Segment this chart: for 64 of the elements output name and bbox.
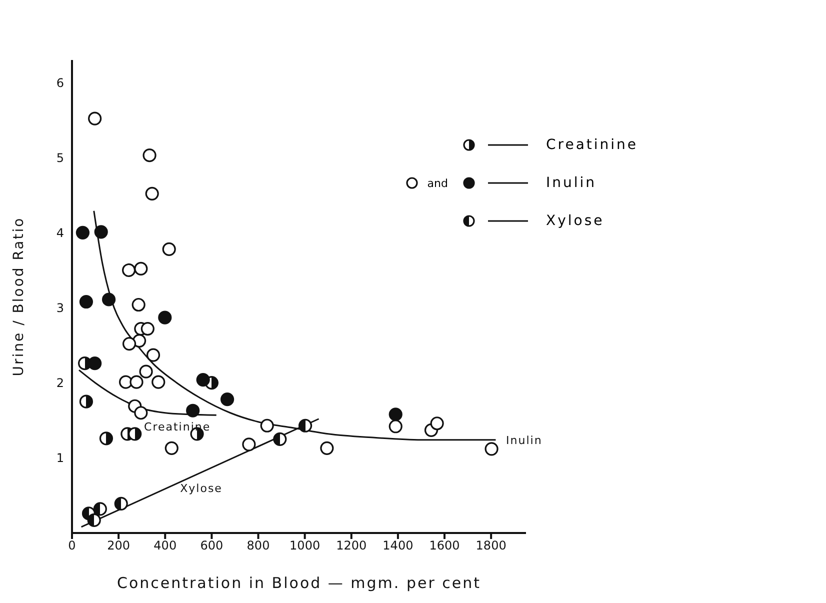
point	[430, 416, 444, 430]
point	[102, 292, 116, 306]
y-tick-label: 4	[56, 226, 64, 240]
point	[152, 375, 166, 389]
x-tick-label: 600	[200, 538, 224, 553]
point	[132, 298, 146, 312]
x-tick-label: 0	[68, 538, 76, 553]
x-tick-label: 200	[107, 538, 130, 553]
point	[320, 441, 334, 455]
x-tick-label: 1600	[429, 538, 460, 553]
annotation: and	[427, 176, 448, 190]
legend-label: Xylose	[545, 213, 606, 229]
point	[88, 112, 102, 126]
point	[134, 262, 148, 276]
point	[76, 226, 90, 240]
point	[122, 263, 136, 278]
y-tick-label: 2	[56, 376, 64, 390]
point	[122, 337, 136, 351]
point	[87, 513, 101, 528]
y-tick-label: 1	[56, 451, 64, 466]
point	[99, 432, 114, 446]
annotation: Creatinine	[144, 420, 211, 434]
point	[139, 364, 153, 378]
point	[145, 186, 159, 200]
legend-label: Creatinine	[545, 137, 640, 153]
x-tick-label: 400	[154, 538, 177, 553]
point	[130, 375, 144, 389]
point	[146, 348, 160, 362]
point	[388, 408, 402, 422]
x-tick-label: 1200	[336, 538, 367, 553]
point	[298, 418, 312, 432]
x-tick-label: 1400	[382, 538, 414, 553]
point	[220, 392, 234, 406]
y-tick-label: 6	[56, 76, 64, 90]
point	[79, 394, 93, 408]
annotation: Xylose	[180, 482, 222, 495]
point	[484, 442, 498, 456]
point	[164, 441, 178, 455]
point	[93, 502, 107, 516]
point	[142, 148, 156, 162]
point	[140, 322, 154, 336]
point	[242, 438, 256, 452]
point	[273, 432, 287, 446]
point	[79, 294, 93, 309]
point	[114, 496, 128, 511]
legend-label: Inulin	[545, 175, 598, 191]
y-axis-title: Urine / Blood Ratio	[10, 216, 27, 376]
x-tick-label: 800	[246, 538, 270, 553]
point	[128, 427, 142, 441]
point	[186, 404, 200, 418]
x-tick-label: 1000	[290, 538, 320, 553]
point	[260, 418, 274, 432]
y-tick-label: 3	[56, 301, 64, 316]
point	[162, 242, 176, 256]
x-axis-title: Concentration in Blood — mgm. per cent	[116, 574, 482, 592]
y-tick-label: 5	[56, 150, 64, 165]
point	[88, 356, 102, 370]
x-tick-label: 1800	[476, 538, 506, 553]
point	[158, 310, 172, 324]
point	[196, 373, 210, 387]
point	[388, 420, 402, 434]
point	[94, 225, 108, 239]
point	[134, 406, 148, 420]
annotation: Inulin	[506, 434, 542, 447]
